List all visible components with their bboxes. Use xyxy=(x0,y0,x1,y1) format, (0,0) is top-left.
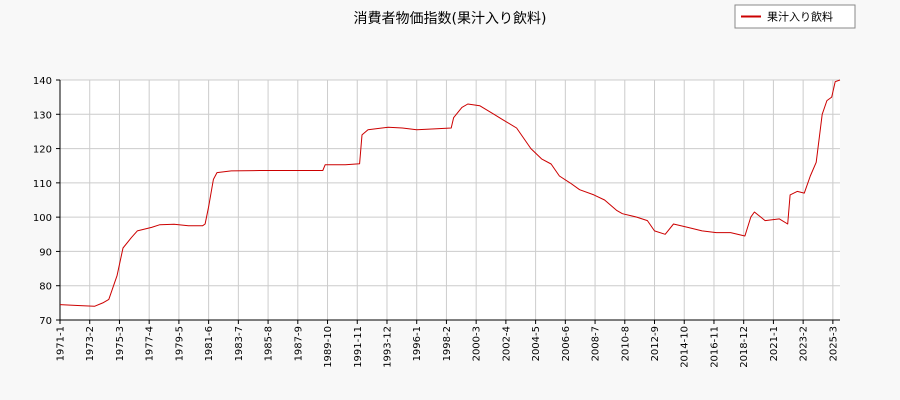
x-tick-label: 1989-10 xyxy=(323,326,334,368)
y-tick-label: 90 xyxy=(39,247,52,258)
legend-label: 果汁入り飲料 xyxy=(767,10,833,24)
x-tick-label: 2012-9 xyxy=(650,326,661,361)
x-tick-label: 1991-11 xyxy=(353,326,364,368)
x-tick-label: 2016-11 xyxy=(709,326,720,368)
x-tick-label: 1987-9 xyxy=(293,326,304,361)
y-tick-label: 140 xyxy=(33,76,52,87)
x-tick-label: 1983-7 xyxy=(234,326,245,361)
x-tick-label: 2006-6 xyxy=(561,326,572,361)
series-line-0 xyxy=(59,79,841,307)
axes: 70 80 90 100 110 120 130 140 1971-1 1973-2 1975-3 1… xyxy=(33,76,840,368)
x-tick-label: 2008-7 xyxy=(591,326,602,361)
legend-box xyxy=(734,4,856,29)
x-tick-label: 1979-5 xyxy=(174,326,185,361)
y-tick-label: 70 xyxy=(39,316,52,327)
y-tick-label: 110 xyxy=(33,179,52,190)
x-tick-label: 1993-12 xyxy=(382,326,393,368)
x-tick-label: 1973-2 xyxy=(85,326,96,361)
x-tick-label: 1985-8 xyxy=(264,326,275,361)
x-tick-label: 1981-6 xyxy=(204,326,215,361)
x-tick-label: 1971-1 xyxy=(56,326,67,361)
y-tick-label: 80 xyxy=(39,282,52,293)
series-layer xyxy=(59,79,841,307)
x-tick-label: 1977-4 xyxy=(145,326,156,361)
x-tick-label: 2023-2 xyxy=(799,326,810,361)
x-tick-label: 2010-8 xyxy=(620,326,631,361)
x-tick-label: 2018-12 xyxy=(739,326,750,368)
y-tick-label: 130 xyxy=(33,110,52,121)
x-tick-label: 2025-3 xyxy=(828,326,839,361)
x-tick-label: 2002-4 xyxy=(501,326,512,361)
x-tick-label: 2000-3 xyxy=(472,326,483,361)
x-tick-label: 2004-5 xyxy=(531,326,542,361)
x-tick-label: 1996-1 xyxy=(412,326,423,361)
legend: 果汁入り飲料 xyxy=(734,4,856,29)
chart-title: 消費者物価指数(果汁入り飲料) xyxy=(354,11,547,27)
y-tick-label: 120 xyxy=(33,145,52,156)
x-tick-label: 2014-10 xyxy=(680,326,691,368)
plot-area xyxy=(60,80,840,320)
x-tick-label: 1998-2 xyxy=(442,326,453,361)
y-tick-label: 100 xyxy=(33,213,52,224)
x-tick-label: 2021-1 xyxy=(769,326,780,361)
x-tick-label: 1975-3 xyxy=(115,326,126,361)
